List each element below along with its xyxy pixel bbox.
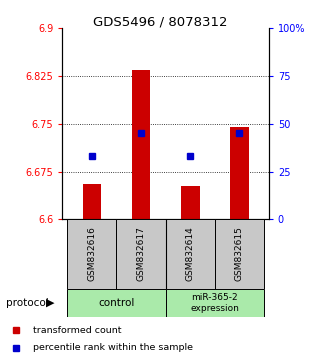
Text: transformed count: transformed count [33,326,121,335]
Text: miR-365-2
expression: miR-365-2 expression [190,293,239,313]
Bar [166,219,215,289]
Bar [166,289,264,317]
Bar [67,219,116,289]
Text: GSM832615: GSM832615 [235,227,244,281]
Bar [67,289,166,317]
Text: percentile rank within the sample: percentile rank within the sample [33,343,193,352]
Bar [132,70,150,219]
Text: protocol: protocol [6,298,49,308]
Text: GSM832614: GSM832614 [186,227,195,281]
Bar [230,127,249,219]
Bar [215,219,264,289]
Text: ▶: ▶ [46,298,55,308]
Bar [181,186,199,219]
Text: control: control [98,298,135,308]
Text: GSM832616: GSM832616 [87,227,96,281]
Bar [116,219,166,289]
Text: GDS5496 / 8078312: GDS5496 / 8078312 [93,16,227,29]
Bar [83,184,101,219]
Text: GSM832617: GSM832617 [137,227,146,281]
